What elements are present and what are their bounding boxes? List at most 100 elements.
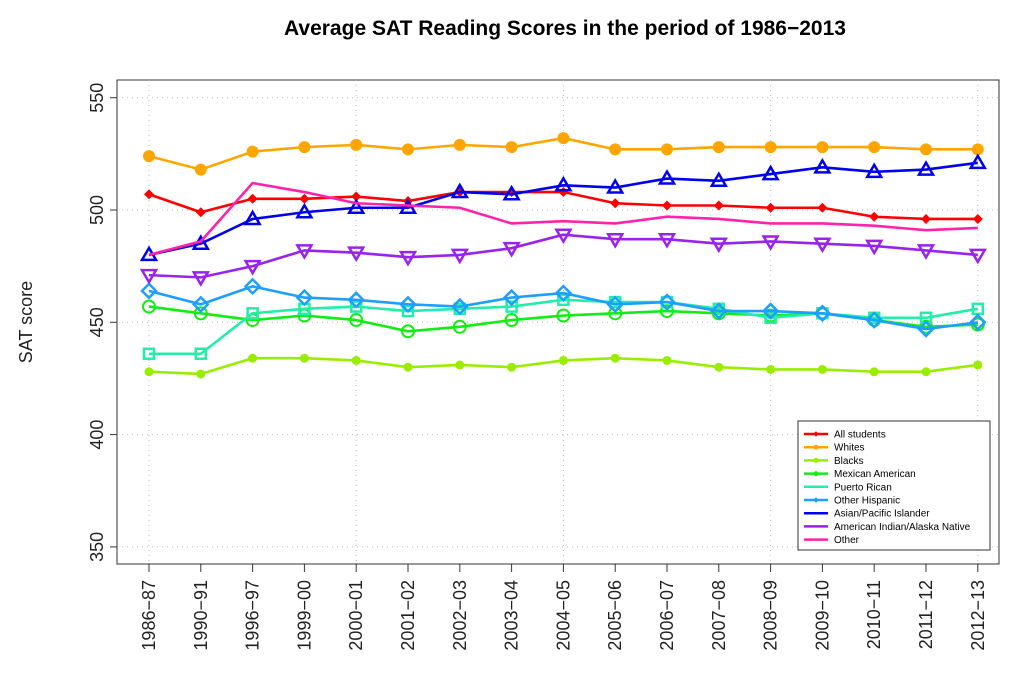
data-point — [451, 297, 469, 316]
legend-item: Blacks — [804, 456, 863, 467]
data-point — [401, 324, 415, 339]
data-point — [968, 248, 987, 265]
x-axis: 1986−87 1990−91 1996−97 1999−00 2000−01 2001−… — [139, 564, 988, 651]
data-point — [139, 268, 159, 285]
data-point — [921, 367, 931, 377]
data-point — [813, 431, 819, 437]
data-point — [196, 369, 206, 379]
data-point — [402, 143, 414, 156]
data-point — [505, 300, 518, 313]
data-point — [921, 213, 931, 224]
data-point — [350, 138, 363, 151]
x-tick-label: 1999−00 — [294, 580, 314, 651]
data-point — [243, 209, 262, 226]
data-point — [299, 193, 310, 204]
data-point — [349, 300, 363, 313]
x-tick-label: 2002−03 — [450, 580, 470, 651]
legend-label: Asian/Pacific Islander — [834, 509, 930, 520]
x-tick-label: 2008−09 — [761, 580, 781, 651]
data-point — [813, 444, 819, 450]
y-tick-label: 400 — [87, 420, 107, 450]
data-point — [709, 171, 728, 188]
data-point — [453, 138, 466, 151]
data-point — [347, 198, 366, 215]
data-point — [295, 244, 314, 260]
data-point — [399, 295, 417, 314]
data-point — [969, 313, 987, 332]
legend-label: Other — [834, 535, 860, 546]
x-tick-label: 2011−12 — [916, 580, 936, 649]
y-axis-label: SAT score — [16, 281, 36, 363]
data-point — [609, 143, 622, 156]
data-point — [610, 198, 621, 209]
data-point — [606, 295, 624, 314]
data-point — [813, 304, 832, 323]
x-tick-label: 1996−97 — [243, 580, 263, 651]
data-point — [347, 291, 365, 309]
legend-item: Whites — [804, 443, 865, 454]
series-whites — [143, 132, 984, 176]
data-point — [816, 141, 829, 154]
data-point — [505, 141, 518, 154]
data-point — [502, 241, 521, 258]
x-tick-label: 2000−01 — [346, 580, 366, 651]
data-point — [243, 259, 262, 276]
data-point — [502, 288, 521, 307]
data-point — [869, 211, 880, 222]
x-tick-label: 2007−08 — [709, 580, 729, 651]
data-point — [764, 311, 777, 325]
data-point — [865, 239, 884, 256]
y-tick-label: 500 — [87, 195, 107, 225]
legend: All students Whites Blacks Mexican American… — [797, 420, 991, 551]
series-blacks — [144, 353, 983, 379]
data-point — [869, 367, 879, 377]
data-point — [817, 202, 828, 213]
data-point — [865, 311, 883, 329]
data-point — [558, 187, 569, 198]
data-point — [761, 235, 780, 251]
x-tick-label: 2006−07 — [657, 580, 677, 651]
data-point — [504, 313, 519, 328]
data-point — [968, 153, 987, 170]
data-point — [351, 355, 361, 365]
legend-item: Other — [804, 535, 860, 546]
series-line — [148, 285, 978, 331]
data-point — [713, 200, 724, 211]
y-tick-label: 350 — [87, 532, 107, 562]
legend-label: Whites — [834, 443, 865, 454]
chart-title: Average SAT Reading Scores in the period… — [284, 17, 846, 40]
data-point — [660, 304, 674, 319]
x-tick-label: 2005−06 — [605, 580, 625, 651]
data-point — [247, 193, 258, 204]
data-point — [972, 213, 983, 224]
data-point — [554, 175, 573, 192]
data-point — [144, 189, 154, 200]
data-point — [195, 207, 206, 218]
x-tick-label: 2012−13 — [968, 580, 988, 651]
data-point — [450, 182, 469, 199]
data-point — [761, 302, 780, 320]
data-point — [662, 355, 672, 365]
data-point — [144, 367, 154, 377]
series-other — [148, 181, 978, 257]
data-point — [971, 143, 984, 156]
series-line — [148, 181, 978, 257]
data-point — [606, 232, 625, 249]
legend-item: American Indian/Alaska Native — [804, 522, 971, 533]
data-point — [865, 162, 884, 179]
x-tick-label: 1986−87 — [139, 580, 159, 651]
data-point — [248, 353, 258, 363]
data-point — [347, 246, 366, 263]
series-puerto-rican — [142, 293, 985, 360]
legend-label: Blacks — [834, 456, 863, 467]
data-point — [657, 232, 677, 249]
data-point — [142, 299, 156, 314]
data-point — [398, 250, 418, 267]
data-point — [920, 143, 932, 156]
data-point — [813, 497, 819, 503]
data-point — [557, 132, 570, 145]
data-point — [916, 244, 936, 260]
data-point — [558, 355, 568, 365]
data-point — [813, 457, 819, 463]
